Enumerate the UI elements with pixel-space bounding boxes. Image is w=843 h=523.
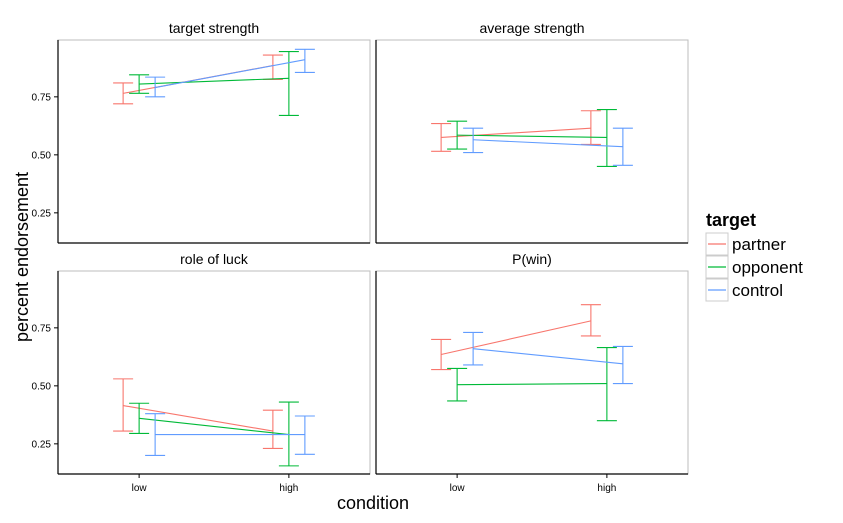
legend-label: control [732,281,783,300]
series-opponent [447,109,617,167]
panel-strip [376,247,688,271]
y-tick-label: 0.25 [32,439,52,450]
panel-border [57,39,371,244]
series-control [463,331,633,385]
y-tick-label: 0.50 [32,150,52,161]
x-axis-title: condition [337,493,409,513]
series-line-opponent [457,134,607,138]
y-axis-title: percent endorsement [12,172,32,342]
panel-4: P(win) low high [375,247,689,494]
series-line-control [473,348,623,365]
error-bar-control [294,415,315,455]
series-line-opponent [139,417,289,436]
legend-title: target [706,210,756,230]
legend-entry-control: control [705,278,783,302]
error-bar-partner [113,378,134,432]
series-line-control [155,59,305,89]
x-tick-label: low [450,483,466,494]
series-control [463,127,633,166]
panel-title: average strength [479,20,584,36]
x-tick-label: low [132,483,148,494]
error-bar-opponent [447,120,468,150]
series-line-opponent [457,382,607,386]
panel-1: target strength 0.25 0.50 0.75 [32,16,371,244]
x-tick-label: high [279,483,298,494]
error-bar-control [463,127,484,154]
error-bar-control [612,345,633,385]
panel-border [375,39,689,244]
error-bar-opponent [129,402,150,434]
series-opponent [129,51,299,116]
series-opponent [129,401,299,467]
series-control [145,48,315,98]
error-bar-opponent [447,367,468,402]
error-bar-partner [113,82,134,105]
error-bar-opponent [129,74,150,94]
error-bar-partner [431,338,452,371]
error-bar-control [145,76,166,98]
panel-title: target strength [169,20,259,36]
series-line-control [473,139,623,148]
panel-title: P(win) [512,251,552,267]
panel-title: role of luck [180,251,249,267]
panel-3: role of luck 0.25 0.50 0.75 low high [32,247,371,494]
error-bar-partner [431,122,452,152]
series-partner [431,110,601,152]
error-bar-partner [262,409,283,450]
series-line-partner [123,405,273,432]
y-tick-label: 0.75 [32,92,52,103]
error-bar-control [612,127,633,166]
y-tick-label: 0.75 [32,323,52,334]
error-bar-opponent [596,347,617,422]
series-line-partner [440,320,592,356]
error-bar-control [294,48,315,74]
legend: target partner opponent control [705,210,803,302]
panel-border [375,270,689,475]
legend-label: opponent [732,258,803,277]
error-bar-opponent [596,109,617,167]
y-tick-label: 0.25 [32,208,52,219]
panel-border [57,270,371,475]
y-tick-label: 0.50 [32,381,52,392]
error-bar-control [145,413,166,456]
panel-strip [58,16,370,40]
series-opponent [447,347,617,422]
panel-strip [58,247,370,271]
series-partner [431,304,601,371]
series-line-opponent [139,77,289,85]
legend-entry-opponent: opponent [705,255,803,279]
error-bar-partner [580,110,601,145]
legend-label: partner [732,235,786,254]
panel-2: average strength [375,16,689,244]
legend-entry-partner: partner [705,232,786,256]
chart-panels: target strength 0.25 0.50 0.75 average stren… [32,16,689,494]
x-tick-label: high [597,483,616,494]
error-bar-opponent [278,401,299,467]
series-partner [113,378,283,450]
error-bar-partner [580,304,601,337]
series-control [145,413,315,456]
panel-strip [376,16,688,40]
series-line-partner [441,127,591,138]
error-bar-control [463,331,484,366]
